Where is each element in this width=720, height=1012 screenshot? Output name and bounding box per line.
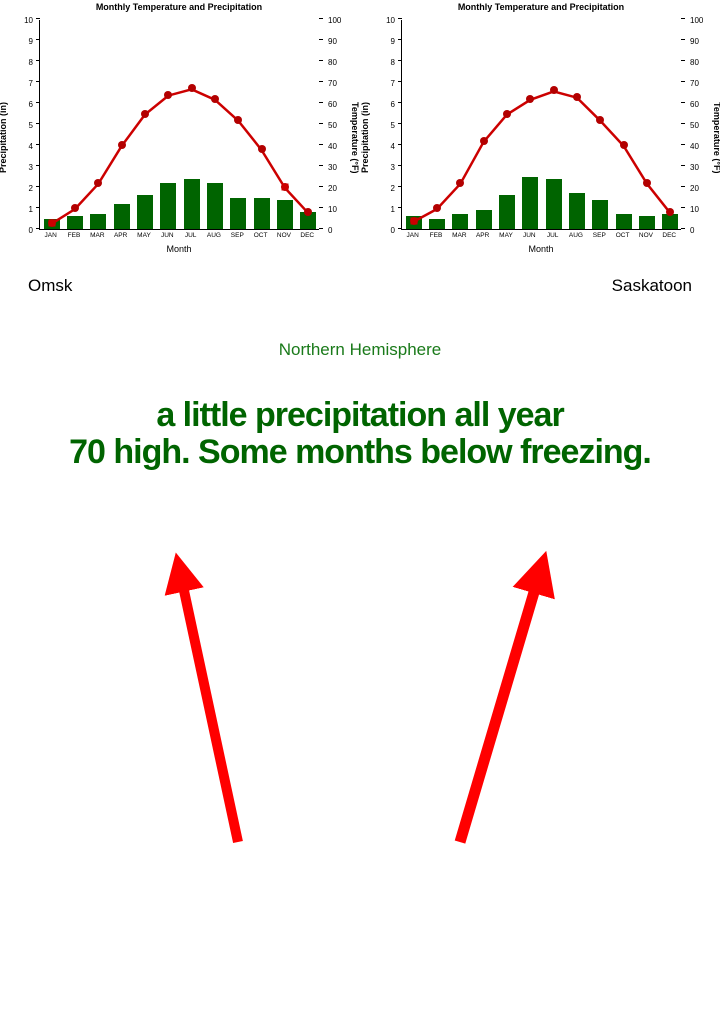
chart-title: Monthly Temperature and Precipitation (366, 2, 716, 12)
temp-marker (503, 110, 511, 118)
temp-marker (596, 116, 604, 124)
city-label-left: Omsk (28, 276, 72, 296)
temp-marker (211, 95, 219, 103)
city-label-right: Saskatoon (612, 276, 692, 296)
plot-area (401, 20, 681, 230)
temp-marker (234, 116, 242, 124)
temp-marker (550, 86, 558, 94)
summary-line-1: a little precipitation all year (0, 396, 720, 435)
temp-marker (141, 110, 149, 118)
chart-title: Monthly Temperature and Precipitation (4, 2, 354, 12)
city-row: Omsk Saskatoon (0, 272, 720, 296)
summary-line-2: 70 high. Some months below freezing. (0, 433, 720, 472)
temp-marker (666, 208, 674, 216)
temp-marker (164, 91, 172, 99)
callout-arrows (0, 472, 720, 1012)
hemisphere-label: Northern Hemisphere (0, 340, 720, 360)
chart-omsk: Monthly Temperature and Precipitation012… (4, 2, 354, 272)
temp-marker (304, 208, 312, 216)
temp-marker (456, 179, 464, 187)
plot-area (39, 20, 319, 230)
temp-marker-square (282, 184, 289, 191)
charts-row: Monthly Temperature and Precipitation012… (0, 0, 720, 272)
temp-marker (573, 93, 581, 101)
temp-marker (258, 145, 266, 153)
chart-saskatoon: Monthly Temperature and Precipitation012… (366, 2, 716, 272)
temp-marker (526, 95, 534, 103)
temp-marker (94, 179, 102, 187)
temp-marker (620, 141, 628, 149)
temp-marker (643, 179, 651, 187)
temp-marker (433, 204, 441, 212)
temp-marker-square (410, 217, 417, 224)
temp-marker (480, 137, 488, 145)
temp-marker-square (48, 219, 55, 226)
temp-marker (118, 141, 126, 149)
temp-marker (188, 84, 196, 92)
temp-marker (71, 204, 79, 212)
